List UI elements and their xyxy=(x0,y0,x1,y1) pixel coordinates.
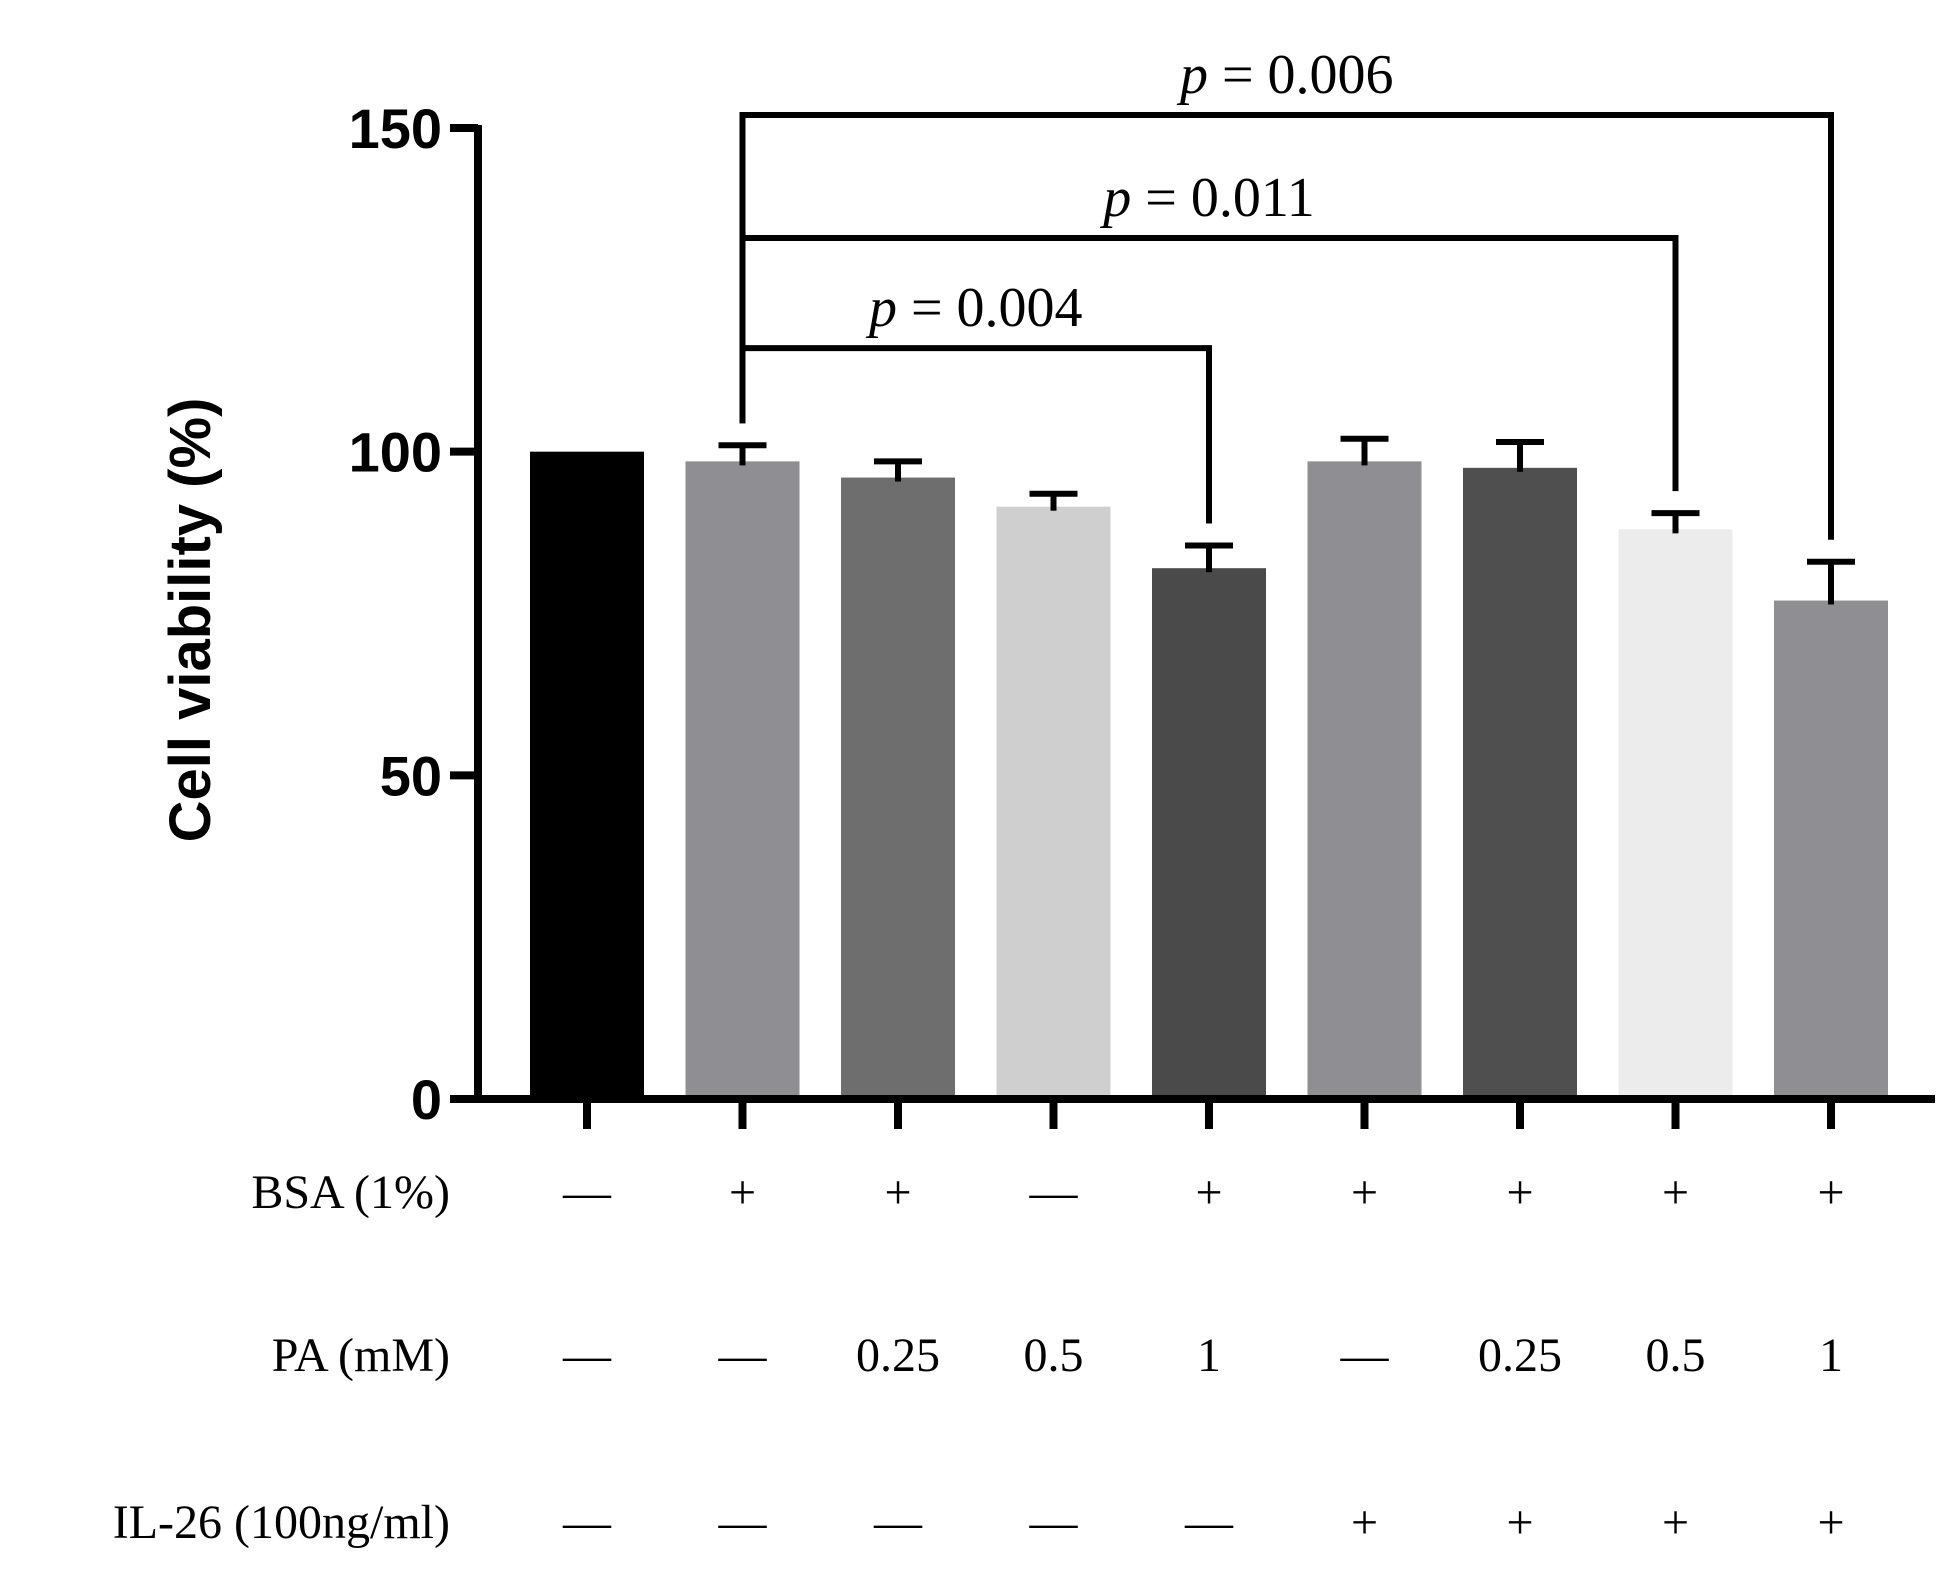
condition-cell-9: + xyxy=(1817,1496,1844,1549)
bar-8 xyxy=(1618,529,1733,1099)
condition-cell-4: 0.5 xyxy=(1024,1329,1084,1382)
y-tick-label-100: 100 xyxy=(349,421,442,484)
condition-cell-4: — xyxy=(1029,1496,1079,1549)
condition-cell-7: + xyxy=(1506,1496,1533,1549)
y-tick-label-150: 150 xyxy=(349,97,442,160)
condition-cell-5: + xyxy=(1195,1166,1222,1219)
condition-cell-5: — xyxy=(1184,1496,1234,1549)
condition-cell-2: — xyxy=(718,1496,768,1549)
bar-2 xyxy=(685,461,800,1099)
condition-cell-3: — xyxy=(873,1496,923,1549)
condition-cell-1: — xyxy=(562,1166,612,1219)
condition-cell-7: 0.25 xyxy=(1478,1329,1562,1382)
condition-cell-9: 1 xyxy=(1819,1329,1843,1382)
error-bar-7 xyxy=(1496,438,1544,472)
condition-cell-3: 0.25 xyxy=(856,1329,940,1382)
y-tick-label-50: 50 xyxy=(380,744,442,807)
p-value-label-2: p = 0.011 xyxy=(1099,167,1315,229)
error-bar-2 xyxy=(718,442,767,466)
error-bar-4 xyxy=(1029,490,1078,511)
condition-cell-6: + xyxy=(1351,1496,1378,1549)
error-bars-layer xyxy=(718,435,1855,605)
condition-cell-1: — xyxy=(562,1496,612,1549)
bar-4 xyxy=(996,506,1111,1099)
y-axis-title: Cell viability (%) xyxy=(158,398,223,843)
y-tick-label-0: 0 xyxy=(411,1068,442,1131)
bars-layer xyxy=(530,451,1888,1100)
condition-cell-4: — xyxy=(1029,1166,1079,1219)
condition-row-label: IL-26 (100ng/ml) xyxy=(113,1496,450,1549)
error-bar-3 xyxy=(874,458,922,482)
condition-row-2: PA (mM) — — 0.25 0.5 1 — 0.25 0.5 1 xyxy=(272,1329,1843,1382)
condition-cell-8: + xyxy=(1662,1166,1689,1219)
error-bar-8 xyxy=(1651,510,1700,534)
condition-cell-6: — xyxy=(1340,1329,1390,1382)
condition-cell-8: + xyxy=(1662,1496,1689,1549)
condition-cell-7: + xyxy=(1506,1166,1533,1219)
condition-cell-6: + xyxy=(1351,1166,1378,1219)
condition-cell-5: 1 xyxy=(1197,1329,1221,1382)
bar-3 xyxy=(841,477,955,1099)
condition-row-1: BSA (1%) — + + — + + + + + xyxy=(251,1166,1844,1219)
condition-table: BSA (1%) — + + — + + + + + PA (mM) — — 0.25 0.5 1 — 0.25 0… xyxy=(113,1166,1845,1549)
condition-cell-8: 0.5 xyxy=(1646,1329,1706,1382)
condition-cell-9: + xyxy=(1817,1166,1844,1219)
axes: 0 50 100 150 xyxy=(349,97,1935,1131)
condition-cell-1: — xyxy=(562,1329,612,1382)
significance-brackets: p = 0.004 p = 0.011 p = 0.006 xyxy=(739,44,1834,540)
error-bar-9 xyxy=(1807,558,1855,605)
error-bar-5 xyxy=(1185,542,1233,573)
bar-9 xyxy=(1774,600,1888,1099)
p-value-label-1: p = 0.004 xyxy=(865,277,1083,339)
comparison-bracket-3: p = 0.006 xyxy=(739,44,1834,540)
condition-row-3: IL-26 (100ng/ml) — — — — — + + + + xyxy=(113,1496,1845,1549)
comparison-bracket-1: p = 0.004 xyxy=(739,277,1212,524)
condition-cell-3: + xyxy=(884,1166,911,1219)
bar-7 xyxy=(1463,467,1577,1100)
condition-row-label: BSA (1%) xyxy=(251,1166,450,1219)
bar-5 xyxy=(1152,568,1266,1099)
condition-cell-2: — xyxy=(718,1329,768,1382)
bar-1 xyxy=(530,451,644,1100)
p-value-label-3: p = 0.006 xyxy=(1176,44,1394,106)
bar-6 xyxy=(1307,461,1422,1099)
condition-row-label: PA (mM) xyxy=(272,1329,450,1382)
error-bar-6 xyxy=(1340,435,1389,466)
condition-cell-2: + xyxy=(729,1166,756,1219)
